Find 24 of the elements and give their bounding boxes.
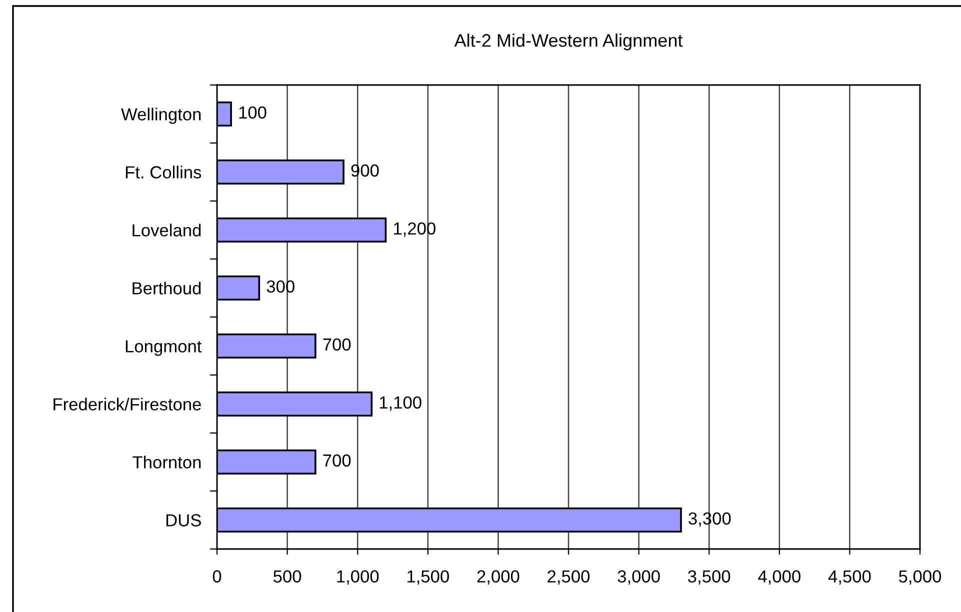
x-tick-label: 0 bbox=[212, 570, 222, 583]
y-tick-label: Loveland bbox=[132, 224, 201, 236]
x-tick-label: 2,000 bbox=[477, 570, 520, 585]
data-label: 700 bbox=[323, 454, 351, 467]
y-tick-label: Berthoud bbox=[132, 282, 201, 294]
y-tick-label: Frederick/Firestone bbox=[54, 398, 201, 410]
x-tick-label: 3,500 bbox=[688, 570, 730, 585]
y-tick-label: Longmont bbox=[126, 340, 202, 356]
x-tick-label: 5,000 bbox=[898, 570, 942, 585]
x-tick-label: 1,000 bbox=[337, 570, 379, 585]
x-tick-label: 500 bbox=[274, 570, 302, 583]
data-label: 100 bbox=[239, 106, 266, 119]
y-tick-label: Thornton bbox=[132, 456, 201, 468]
chart-title: Alt-2 Mid-Western Alignment bbox=[454, 34, 683, 50]
x-tick-label: 4,000 bbox=[758, 570, 800, 585]
x-tick-label: 4,500 bbox=[828, 570, 871, 585]
x-tick-label: 3,000 bbox=[618, 570, 660, 585]
data-label: 700 bbox=[323, 338, 351, 351]
x-tick-label: 2,500 bbox=[548, 570, 590, 585]
y-tick-label: Wellington bbox=[121, 108, 201, 124]
x-tick-label: 1,500 bbox=[408, 570, 449, 585]
y-tick-label: Ft. Collins bbox=[126, 166, 202, 178]
y-tick-label: DUS bbox=[166, 514, 201, 526]
data-label: 1,100 bbox=[380, 396, 422, 411]
